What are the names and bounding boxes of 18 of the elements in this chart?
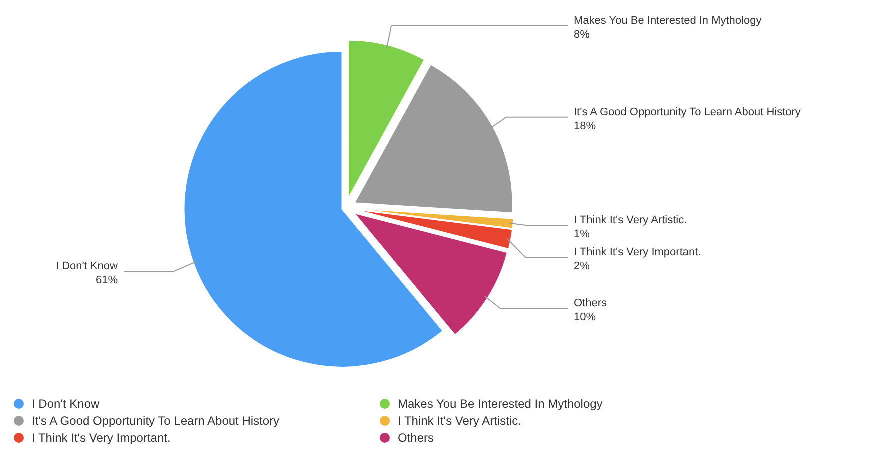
slice-label: I Don't Know [56,260,118,273]
legend-label: Makes You Be Interested In Mythology [398,397,603,411]
slice-label: I Think It's Very Artistic. [574,214,688,227]
slice-label: Makes You Be Interested In Mythology [574,14,762,27]
legend-label: I Don't Know [32,397,100,411]
legend-label: I Think It's Very Important. [32,431,171,445]
slice-label: It's A Good Opportunity To Learn About History [574,106,802,118]
slice-label: Others [574,298,608,310]
data-label: 1% [574,228,590,241]
data-label: 8% [574,28,590,41]
data-label: 18% [574,120,596,132]
slice-label: I Think It's Very Important. [574,246,702,259]
data-label: 61% [96,274,118,287]
data-label: 2% [574,260,590,273]
legend-label: I Think It's Very Artistic. [398,414,522,428]
legend-label: It's A Good Opportunity To Learn About History [32,414,280,428]
legend-label: Others [398,431,434,445]
data-label: 10% [574,312,596,324]
